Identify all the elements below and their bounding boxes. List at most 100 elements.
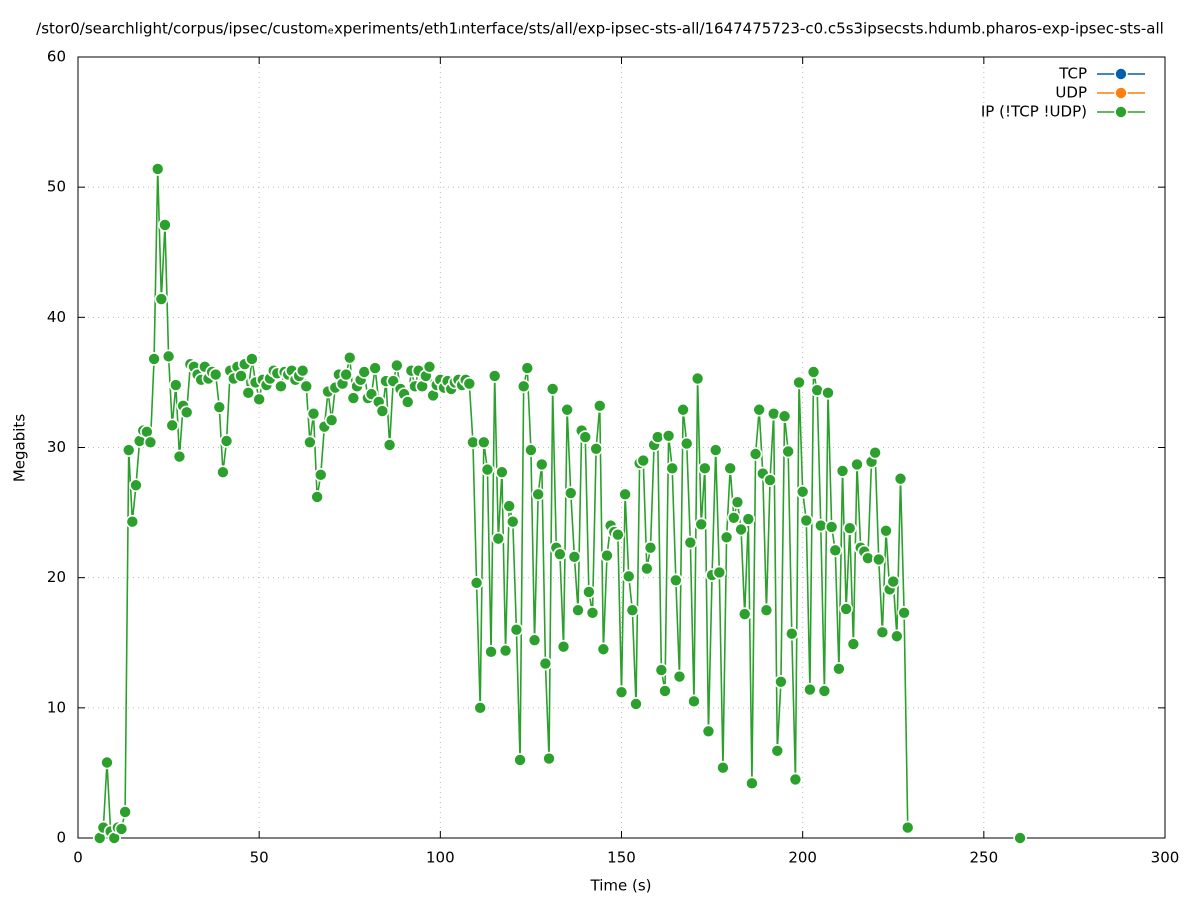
data-point	[502, 499, 516, 513]
data-point	[694, 517, 709, 532]
data-point	[542, 751, 556, 766]
data-point	[241, 386, 256, 400]
data-point	[640, 561, 654, 576]
y-tick-label: 40	[47, 308, 66, 326]
data-point	[730, 495, 745, 509]
data-point	[306, 406, 321, 421]
plot-border	[77, 56, 1166, 839]
data-point	[172, 449, 187, 464]
x-tick-label: 100	[426, 849, 455, 867]
data-point	[871, 552, 886, 567]
data-point	[129, 478, 143, 493]
legend-label: UDP	[1055, 84, 1087, 102]
data-point	[643, 540, 658, 555]
data-point	[498, 643, 513, 658]
data-point	[879, 524, 893, 538]
data-point	[835, 464, 850, 478]
data-point	[821, 386, 835, 400]
y-tick-label: 20	[47, 568, 66, 586]
data-point	[516, 379, 531, 394]
data-point	[121, 443, 136, 457]
data-point	[727, 510, 741, 525]
data-point	[763, 473, 777, 487]
chart-title: /stor0/searchlight/corpus/ipsec/customₑx…	[36, 20, 1164, 38]
legend-swatch	[1114, 67, 1128, 81]
data-point	[1013, 831, 1027, 845]
data-point	[654, 663, 669, 677]
data-point	[487, 369, 502, 383]
data-point	[216, 465, 230, 480]
data-point	[143, 435, 158, 450]
data-point	[473, 701, 487, 715]
data-point	[596, 642, 611, 657]
data-point	[462, 376, 477, 391]
data-point	[600, 548, 614, 563]
data-point	[611, 527, 625, 542]
data-point	[676, 402, 690, 417]
data-point	[679, 436, 694, 451]
data-point	[748, 447, 763, 461]
data-point	[339, 367, 353, 382]
data-point	[592, 399, 607, 413]
data-point	[567, 550, 582, 564]
data-point	[375, 404, 390, 418]
data-point	[690, 371, 705, 386]
data-point	[890, 629, 904, 644]
data-point	[390, 358, 404, 373]
data-point	[737, 607, 752, 621]
data-point	[545, 382, 560, 396]
data-point	[563, 486, 578, 500]
data-point	[759, 603, 774, 618]
data-point	[832, 661, 846, 676]
data-point	[125, 514, 140, 529]
data-point	[770, 743, 785, 758]
data-point	[792, 375, 806, 390]
data-point	[524, 443, 538, 457]
data-point	[886, 574, 901, 589]
data-point	[824, 520, 839, 534]
data-point	[897, 606, 911, 620]
data-point	[618, 487, 632, 502]
data-point	[788, 772, 803, 787]
x-tick-label: 150	[607, 849, 636, 867]
data-point	[868, 445, 882, 460]
data-point	[484, 645, 498, 659]
data-point	[661, 428, 676, 443]
data-point	[303, 435, 317, 450]
data-point	[234, 369, 248, 383]
data-point	[672, 669, 687, 684]
data-point	[806, 365, 821, 379]
data-point	[556, 639, 571, 654]
x-axis-label: Time (s)	[590, 877, 652, 895]
data-point	[118, 805, 132, 819]
x-tick-label: 200	[788, 849, 817, 867]
data-point	[342, 350, 357, 365]
data-point	[208, 367, 223, 382]
data-point	[560, 402, 574, 417]
data-point	[527, 633, 542, 647]
data-point	[491, 531, 506, 546]
data-point	[165, 418, 180, 433]
data-point	[571, 603, 585, 618]
data-point	[368, 361, 382, 375]
data-point	[629, 697, 643, 711]
data-point	[480, 462, 495, 477]
data-point	[687, 694, 701, 709]
data-point	[578, 430, 593, 444]
data-point	[669, 573, 683, 588]
data-point	[839, 602, 853, 616]
legend-swatch	[1114, 86, 1128, 100]
legend-label: IP (!TCP !UDP)	[981, 103, 1087, 121]
data-point	[346, 391, 361, 405]
data-point	[875, 625, 890, 640]
data-point	[723, 461, 738, 476]
data-point	[658, 684, 672, 698]
x-tick-label: 300	[1151, 849, 1180, 867]
data-point	[324, 413, 339, 427]
data-point	[625, 603, 640, 618]
data-point	[745, 776, 759, 791]
y-tick-label: 30	[47, 438, 66, 456]
data-point	[614, 685, 629, 700]
y-tick-label: 0	[56, 829, 66, 847]
